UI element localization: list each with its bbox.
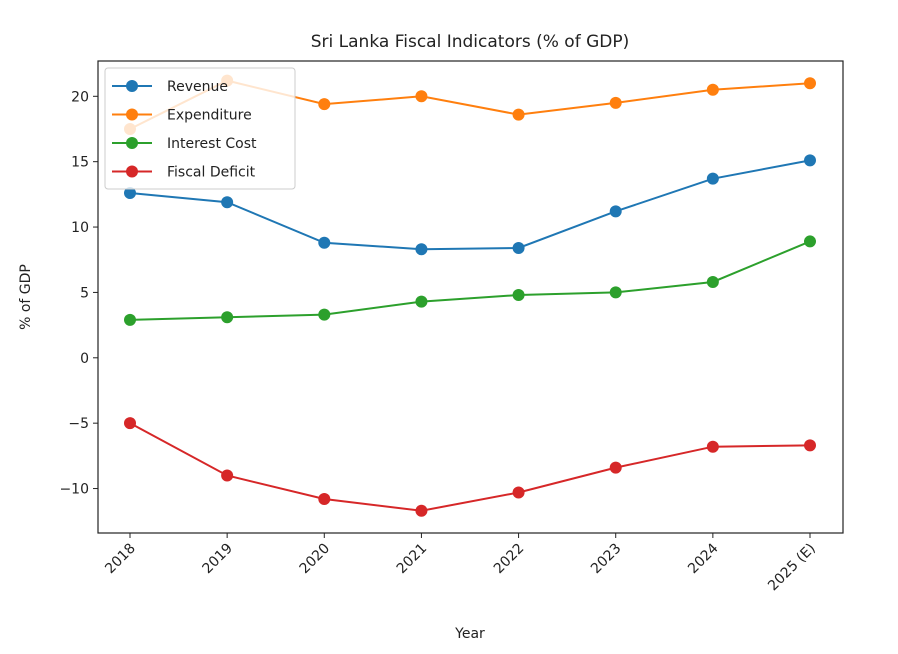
legend-box xyxy=(104,67,296,190)
legend-label: Interest Cost xyxy=(167,136,257,152)
legend-label: Fiscal Deficit xyxy=(167,165,256,181)
data-point xyxy=(804,235,816,248)
chart-title: Sri Lanka Fiscal Indicators (% of GDP) xyxy=(311,32,629,52)
data-point xyxy=(706,275,719,288)
data-point xyxy=(706,440,719,453)
legend-marker xyxy=(126,80,138,92)
legend-item: Revenue xyxy=(112,79,228,95)
x-tick-label: 2019 xyxy=(199,541,236,578)
x-axis-label: Year xyxy=(454,626,485,642)
x-tick-label: 2018 xyxy=(102,541,139,578)
legend-label: Expenditure xyxy=(167,108,252,124)
y-tick-label: −5 xyxy=(68,416,89,432)
x-tick-label: 2021 xyxy=(394,541,431,578)
data-point xyxy=(124,417,136,430)
y-tick-label: 15 xyxy=(71,155,89,171)
legend-label: Revenue xyxy=(167,79,228,95)
data-point xyxy=(706,83,719,96)
data-point xyxy=(609,205,622,218)
y-tick-label: 5 xyxy=(80,285,89,301)
legend-marker xyxy=(126,137,138,149)
data-point xyxy=(706,172,719,185)
y-tick-label: 20 xyxy=(71,89,89,105)
data-point xyxy=(609,461,622,474)
data-point xyxy=(124,187,136,200)
data-point xyxy=(415,295,428,308)
x-tick-label: 2024 xyxy=(685,540,722,577)
data-point xyxy=(124,313,136,326)
y-axis: −10 −5 0 5 10 15 20 xyxy=(59,89,98,498)
data-point xyxy=(512,289,525,302)
x-tick-label: 2025 (E) xyxy=(765,541,819,595)
data-point xyxy=(804,154,816,167)
plot-frame xyxy=(97,60,844,534)
series-line xyxy=(129,159,811,251)
data-point xyxy=(415,504,428,517)
series-line xyxy=(129,240,811,321)
data-point xyxy=(804,439,816,452)
series-interest-cost xyxy=(124,235,816,326)
data-point xyxy=(318,98,331,111)
x-tick-label: 2020 xyxy=(297,541,334,578)
legend-item: Expenditure xyxy=(112,108,252,124)
x-axis: 2018 2019 2020 2021 2022 2023 2024 2025 (E) xyxy=(102,533,819,594)
data-point xyxy=(804,77,816,90)
y-tick-label: −10 xyxy=(59,482,89,498)
data-point xyxy=(221,311,234,324)
data-point xyxy=(512,108,525,121)
plot-marks xyxy=(124,74,816,517)
y-tick-label: 0 xyxy=(80,351,89,367)
data-point xyxy=(512,486,525,499)
series-fiscal-deficit xyxy=(124,417,816,517)
y-tick-label: 10 xyxy=(71,220,89,236)
data-point xyxy=(318,308,331,321)
legend: Revenue Expenditure Interest Cost Fiscal De… xyxy=(104,67,296,190)
data-point xyxy=(609,96,622,109)
series-line xyxy=(129,422,811,512)
data-point xyxy=(415,90,428,103)
x-tick-label: 2023 xyxy=(588,541,625,578)
data-point xyxy=(318,236,331,249)
data-point xyxy=(221,196,234,209)
x-tick-label: 2022 xyxy=(491,541,528,578)
y-axis-label: % of GDP xyxy=(18,264,34,330)
legend-marker xyxy=(126,108,138,121)
data-point xyxy=(609,286,622,299)
data-point xyxy=(221,469,234,482)
legend-item: Interest Cost xyxy=(112,136,257,152)
legend-marker xyxy=(126,165,138,178)
data-point xyxy=(318,493,331,506)
series-revenue xyxy=(124,154,816,256)
data-point xyxy=(415,243,428,256)
data-point xyxy=(512,241,525,254)
legend-item: Fiscal Deficit xyxy=(112,165,256,181)
